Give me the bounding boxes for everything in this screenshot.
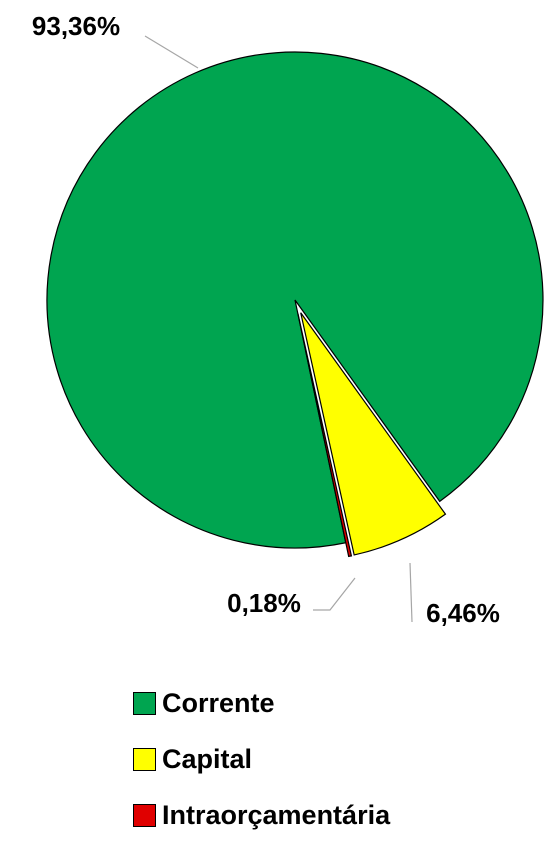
legend-swatch-capital (133, 747, 156, 771)
leader-line-intraorcamentaria (313, 577, 356, 611)
leader-line-corrente (144, 35, 199, 69)
pie-chart: 93,36% 6,46% 0,18% (32, 11, 544, 628)
legend-swatch-corrente (133, 691, 156, 715)
legend-label-capital: Capital (162, 743, 253, 774)
legend: Corrente Capital Intraorçamentária (133, 675, 390, 843)
data-label-capital: 6,46% (426, 598, 500, 628)
leader-line-capital (409, 562, 413, 623)
legend-item-corrente: Corrente (133, 675, 390, 731)
pie-slice-capital (300, 312, 447, 556)
legend-item-capital: Capital (133, 731, 390, 787)
legend-swatch-intraorcamentaria (133, 803, 156, 827)
data-label-corrente: 93,36% (32, 11, 120, 41)
legend-label-corrente: Corrente (162, 687, 275, 718)
pie-slice-intraorcamentaria (297, 313, 353, 558)
legend-item-intraorcamentaria: Intraorçamentária (133, 787, 390, 843)
data-label-intraorcamentaria: 0,18% (227, 588, 301, 618)
legend-label-intraorcamentaria: Intraorçamentária (162, 799, 391, 830)
pie-slice-corrente (46, 51, 544, 549)
